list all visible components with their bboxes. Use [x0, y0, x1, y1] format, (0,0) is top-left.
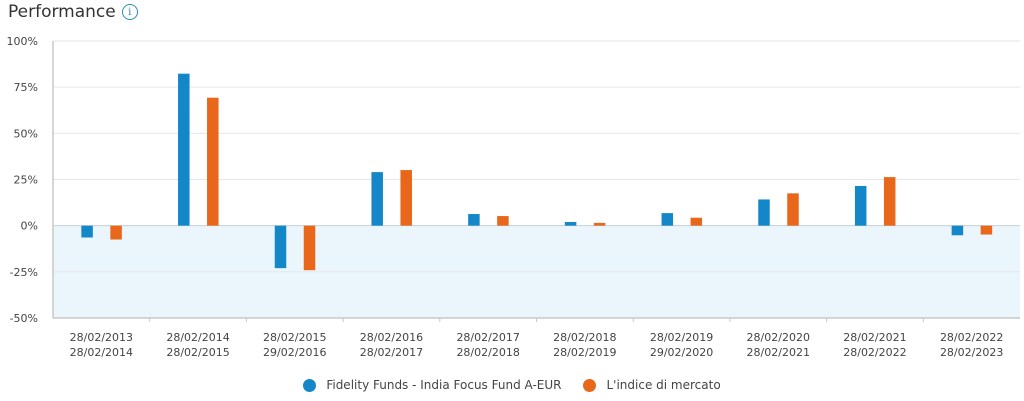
bar-fund — [468, 214, 480, 226]
bar-index — [883, 177, 896, 226]
y-tick-label: 75% — [14, 81, 38, 94]
y-tick-label: 0% — [21, 220, 38, 233]
bar-fund — [178, 73, 190, 226]
legend-item-index[interactable]: L'indice di mercato — [583, 378, 721, 392]
x-tick-label: 28/02/2021 — [747, 346, 810, 359]
y-tick-label: 100% — [7, 35, 38, 48]
x-tick-label: 28/02/2015 — [263, 331, 326, 344]
legend-item-fund[interactable]: Fidelity Funds - India Focus Fund A-EUR — [303, 378, 561, 392]
x-tick-label: 28/02/2020 — [747, 331, 810, 344]
bar-index — [980, 225, 993, 235]
legend-label-fund: Fidelity Funds - India Focus Fund A-EUR — [326, 378, 562, 392]
x-tick-label: 29/02/2020 — [650, 346, 713, 359]
bar-chart: 100% 75% 50% 25% 0% -25% -50% 28/02/2013 28/02/2… — [7, 35, 1020, 359]
legend-dot-fund — [303, 378, 317, 392]
bar-fund — [564, 221, 577, 226]
bar-fund — [81, 225, 93, 238]
x-tick-label: 28/02/2013 — [70, 331, 133, 344]
y-tick-label: 25% — [14, 174, 38, 187]
bar-fund — [274, 225, 287, 269]
x-tick-label: 28/02/2017 — [360, 346, 423, 359]
chart-title-area: Performance i — [8, 2, 138, 22]
info-icon[interactable]: i — [121, 4, 138, 20]
bar-fund — [951, 225, 964, 236]
bar-fund — [758, 199, 770, 226]
x-tick-label: 28/02/2021 — [843, 331, 906, 344]
bar-index — [787, 193, 799, 226]
bar-index — [497, 216, 509, 226]
x-tick-label: 28/02/2015 — [166, 346, 229, 359]
x-tick-label: 28/02/2018 — [553, 331, 616, 344]
y-tick-label: -50% — [10, 312, 38, 325]
bar-index — [110, 225, 122, 240]
bar-fund — [661, 213, 674, 226]
x-tick-label: 28/02/2019 — [553, 346, 616, 359]
bar-index — [303, 225, 316, 271]
bar-fund — [854, 185, 867, 226]
x-tick-label: 28/02/2022 — [843, 346, 906, 359]
x-tick-label: 28/02/2019 — [650, 331, 713, 344]
bar-index — [400, 170, 412, 226]
bar-index — [207, 97, 219, 226]
bar-index — [593, 222, 606, 226]
legend: Fidelity Funds - India Focus Fund A-EUR … — [0, 378, 1024, 392]
x-tick-label: 28/02/2023 — [940, 346, 1003, 359]
legend-label-index: L'indice di mercato — [606, 378, 721, 392]
chart-title: Performance — [8, 2, 116, 22]
x-tick-label: 28/02/2022 — [940, 331, 1003, 344]
y-tick-label: -25% — [10, 266, 38, 279]
x-tick-label: 28/02/2016 — [360, 331, 423, 344]
x-tick-label: 29/02/2016 — [263, 346, 326, 359]
bar-index — [690, 217, 703, 226]
y-tick-label: 50% — [14, 127, 38, 140]
legend-dot-index — [583, 378, 597, 392]
x-tick-label: 28/02/2018 — [456, 346, 519, 359]
x-tick-label: 28/02/2014 — [70, 346, 133, 359]
x-tick-label: 28/02/2014 — [166, 331, 229, 344]
bar-fund — [371, 172, 383, 226]
x-tick-label: 28/02/2017 — [456, 331, 519, 344]
